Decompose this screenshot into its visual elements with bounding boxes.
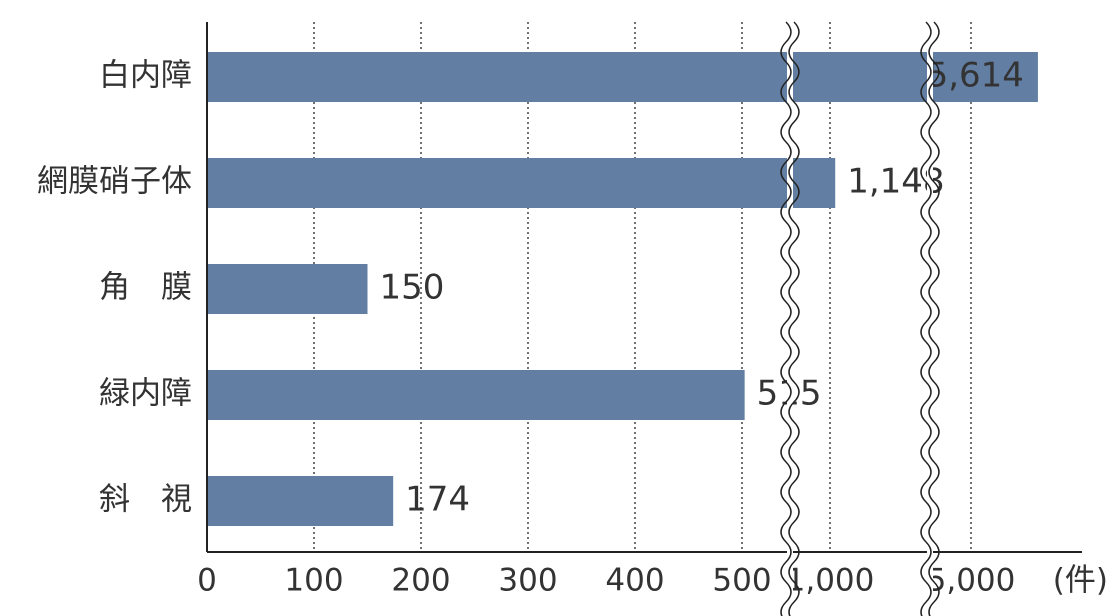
- unit-label: (件): [1053, 563, 1108, 599]
- axis-break: [928, 21, 940, 616]
- axis-break: [780, 21, 792, 616]
- axis-break: [920, 21, 932, 616]
- x-tick-label: 400: [605, 563, 664, 599]
- bar: [207, 476, 394, 526]
- y-tick-label: 白内障: [99, 58, 192, 94]
- axis-break-gap: [927, 22, 933, 602]
- value-label: 5,614: [927, 56, 1024, 96]
- x-tick-label: 0: [197, 563, 217, 599]
- y-tick-label: 緑内障: [99, 376, 192, 412]
- bar: [207, 370, 745, 420]
- x-tick-label: 200: [391, 563, 450, 599]
- axis-break-gap: [787, 22, 793, 602]
- value-label: 174: [405, 480, 470, 520]
- x-tick-label: 5,000: [927, 563, 1016, 599]
- bar: [207, 264, 368, 314]
- y-tick-label: 網膜硝子体: [37, 164, 192, 200]
- axis-break: [788, 21, 800, 616]
- x-tick-label: 100: [284, 563, 343, 599]
- value-label: 150: [380, 268, 445, 308]
- x-tick-label: 500: [712, 563, 771, 599]
- y-tick-label: 斜 視: [99, 482, 192, 518]
- bar: [207, 158, 836, 208]
- bar: [207, 52, 1038, 102]
- x-tick-label: 300: [498, 563, 557, 599]
- y-tick-label: 角 膜: [99, 270, 192, 306]
- x-tick-label: 1,000: [786, 563, 875, 599]
